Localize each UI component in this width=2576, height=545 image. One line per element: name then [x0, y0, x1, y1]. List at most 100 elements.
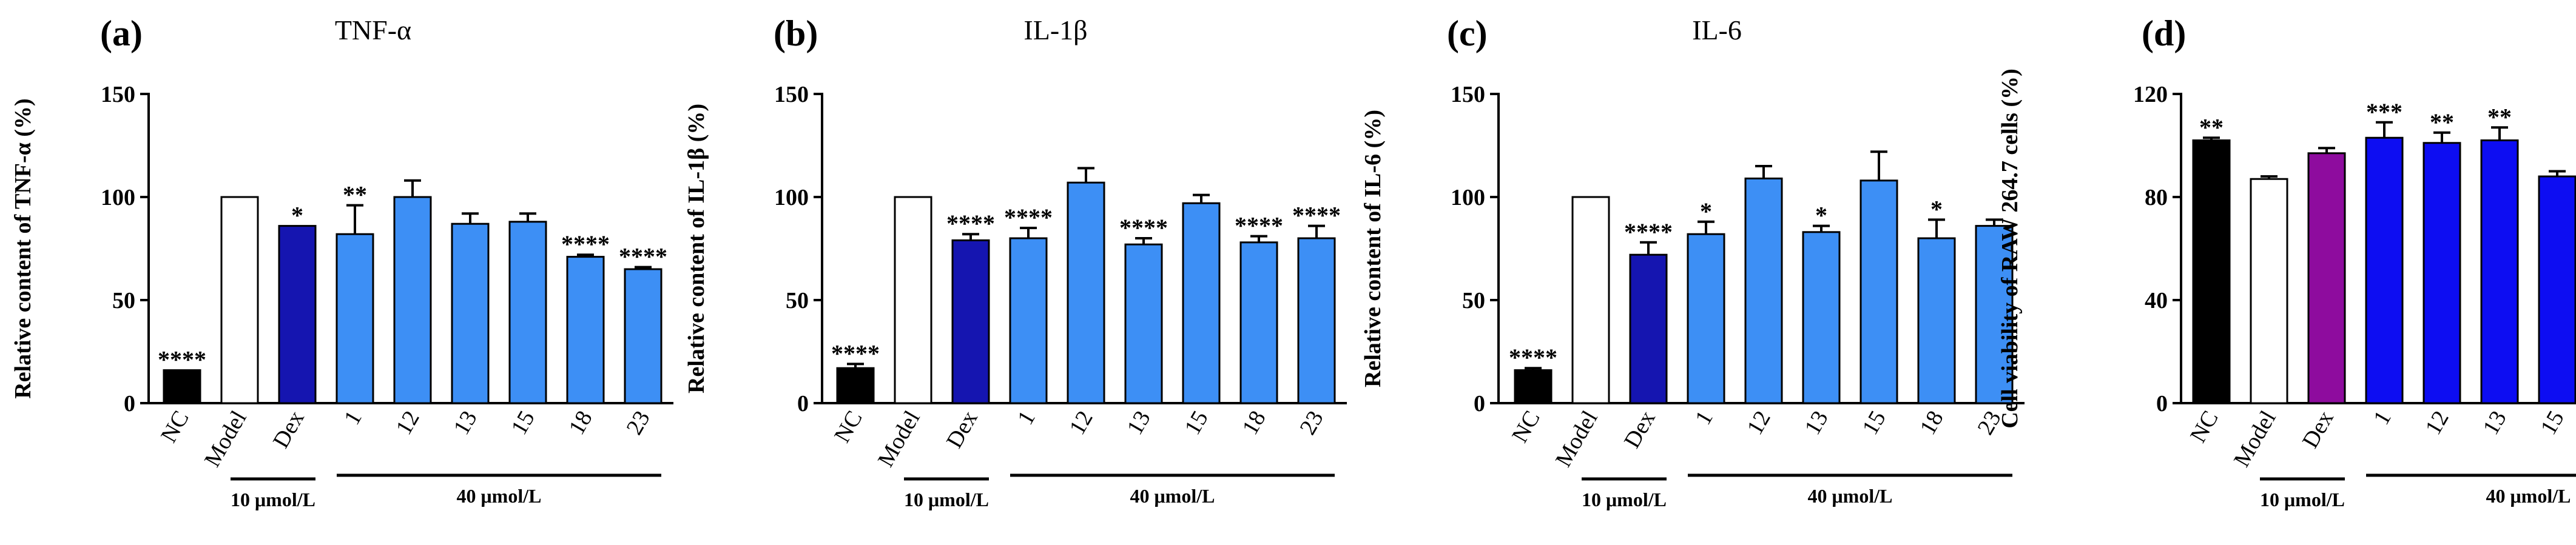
x-tick-label: 13 — [2478, 407, 2511, 440]
x-tick-label: 15 — [2535, 407, 2569, 440]
x-tick-label: 12 — [2420, 407, 2453, 440]
bar-13 — [451, 222, 490, 404]
bar-Dex — [1629, 253, 1668, 404]
x-tick-label: 12 — [1064, 407, 1097, 440]
significance-label: **** — [1235, 212, 1283, 239]
y-tick-label: 50 — [786, 288, 809, 313]
chart-panel-c: (c) IL-6 Relative content of IL-6 (%) 0 50 10… — [1360, 13, 2025, 510]
x-tick-label: Model — [200, 407, 252, 472]
bar-12 — [2423, 142, 2461, 404]
x-tick-label: 18 — [564, 407, 597, 440]
y-tick-label: 150 — [774, 82, 809, 107]
bar-1 — [1009, 237, 1048, 404]
bar-1 — [2365, 136, 2404, 404]
bar-18 — [1239, 241, 1278, 404]
y-tick-label: 100 — [1451, 185, 1485, 210]
bar-12 — [1744, 177, 1783, 404]
x-tick-label: 1 — [1013, 407, 1040, 429]
x-tick-label: Model — [2229, 407, 2281, 472]
bar-23 — [1297, 237, 1336, 404]
group-label: 40 μmol/L — [457, 485, 542, 507]
bar-Model — [220, 196, 259, 404]
y-tick-label: 80 — [2145, 185, 2168, 210]
bar-13 — [2480, 139, 2519, 404]
y-tick-label: 50 — [112, 288, 135, 313]
bar-NC — [1514, 369, 1553, 404]
bar-Dex — [2307, 152, 2346, 404]
y-tick-label: 50 — [1462, 288, 1485, 313]
chart-panel-a: (a) TNF-α Relative content of TNF-α (%) 0 50… — [10, 13, 673, 510]
significance-label: * — [1930, 195, 1943, 222]
bar-1 — [335, 233, 374, 404]
bar-13 — [1124, 243, 1163, 404]
x-tick-label: NC — [829, 407, 868, 447]
group-label: 40 μmol/L — [1130, 485, 1215, 507]
x-tick-label: 18 — [1237, 407, 1270, 440]
y-tick-label: 0 — [1474, 391, 1485, 416]
y-tick-label: 0 — [124, 391, 135, 416]
y-axis-label: Relative content of IL-6 (%) — [1360, 110, 1386, 387]
y-axis-label: Cell viability of RAW 264.7 cells (%) — [1997, 69, 2023, 429]
bar-15 — [2538, 175, 2576, 404]
y-tick-label: 150 — [101, 82, 135, 107]
significance-label: * — [1815, 202, 1827, 229]
bar-12 — [393, 196, 432, 404]
y-tick-label: 40 — [2145, 288, 2168, 313]
y-axis-label: Relative content of TNF-α (%) — [10, 98, 36, 398]
panel-letter: (c) — [1447, 13, 1488, 53]
x-tick-label: Dex — [268, 407, 309, 453]
bar-23 — [1975, 225, 2014, 404]
y-tick-label: 0 — [2156, 391, 2168, 416]
x-tick-label: 12 — [1742, 407, 1775, 440]
panel-title: TNF-α — [335, 15, 411, 45]
group-label: 10 μmol/L — [231, 489, 315, 510]
bar-23 — [624, 268, 663, 404]
x-tick-label: 12 — [391, 407, 424, 440]
x-tick-label: NC — [156, 407, 194, 447]
x-tick-label: 1 — [2369, 407, 2396, 429]
panel-title: IL-1β — [1023, 15, 1087, 45]
significance-label: ** — [2487, 103, 2512, 130]
significance-label: *** — [2366, 98, 2402, 125]
group-label: 10 μmol/L — [904, 489, 989, 510]
x-tick-label: 23 — [621, 407, 655, 440]
x-tick-label: 23 — [1295, 407, 1328, 440]
x-tick-label: NC — [1507, 407, 1545, 447]
significance-label: **** — [831, 339, 880, 367]
bar-1 — [1687, 233, 1725, 404]
x-tick-label: 1 — [1690, 407, 1718, 429]
significance-label: **** — [1509, 344, 1557, 371]
group-label: 40 μmol/L — [2486, 485, 2571, 507]
significance-label: **** — [1004, 204, 1053, 231]
significance-label: ** — [343, 181, 367, 209]
group-label: 10 μmol/L — [2260, 489, 2345, 510]
y-tick-label: 100 — [774, 185, 809, 210]
bar-Dex — [278, 225, 317, 404]
panel-letter: (d) — [2142, 13, 2186, 53]
bar-Model — [2250, 178, 2288, 404]
x-tick-label: 15 — [1857, 407, 1890, 440]
x-tick-label: 15 — [506, 407, 539, 440]
x-tick-label: 13 — [1799, 407, 1833, 440]
bar-Model — [894, 196, 932, 404]
chart-panel-b: (b) IL-1β Relative content of IL-1β (%) 0 50… — [684, 13, 1347, 510]
x-tick-label: Dex — [942, 407, 983, 453]
chart-panel-d: (d) Cell viability of RAW 264.7 cells (%)… — [1997, 13, 2576, 510]
significance-label: **** — [619, 243, 667, 270]
x-tick-label: Dex — [1619, 407, 1661, 453]
x-tick-label: NC — [2185, 407, 2224, 447]
significance-label: ** — [2199, 113, 2224, 141]
x-tick-label: 13 — [448, 407, 482, 440]
bar-NC — [836, 367, 875, 404]
group-label: 10 μmol/L — [1582, 489, 1667, 510]
bar-12 — [1067, 181, 1105, 404]
panel-title: IL-6 — [1692, 15, 1742, 45]
group-label: 40 μmol/L — [1808, 485, 1893, 507]
x-tick-label: 1 — [339, 407, 367, 429]
significance-label: **** — [1624, 218, 1673, 246]
significance-label: **** — [1292, 202, 1341, 229]
bar-Dex — [951, 239, 990, 404]
bar-15 — [1860, 179, 1898, 404]
bar-NC — [2192, 139, 2231, 404]
